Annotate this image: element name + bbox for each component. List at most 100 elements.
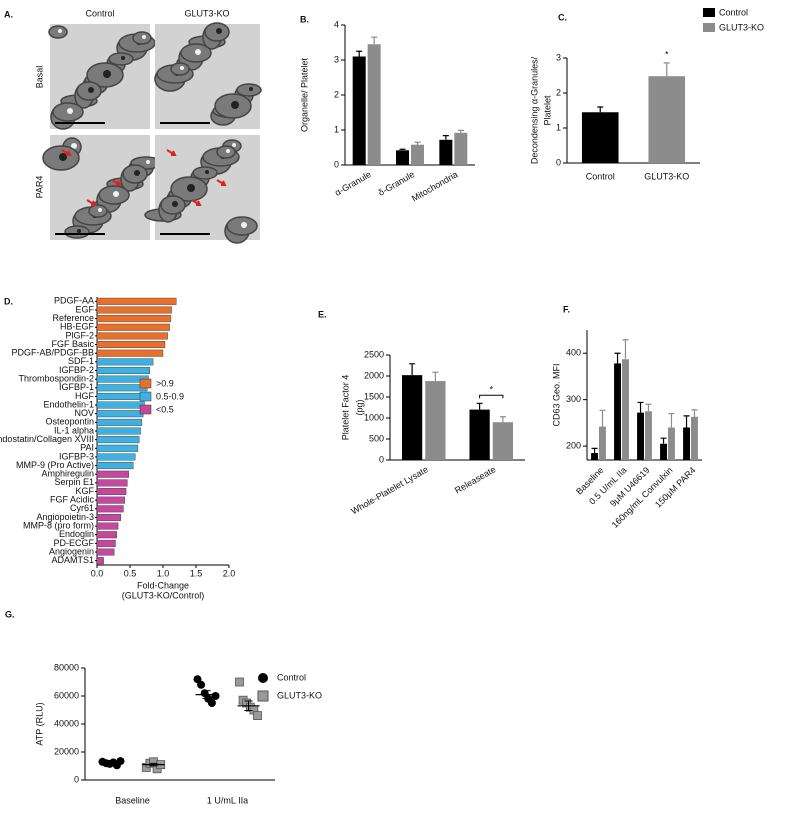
y-tick-label: MMP-9 (Pro Active) [16,460,94,470]
platelet [48,25,68,39]
bar [96,522,119,530]
bar [660,443,667,460]
granule [103,70,111,78]
bar [96,323,170,331]
sem-bar [244,700,253,712]
bar [668,427,675,460]
y-tick-label: HB-EGF [60,322,95,332]
y-tick-label: EGF [75,304,94,314]
bar [410,144,424,165]
error-bar [432,371,439,382]
data-point [211,692,220,700]
red-arrow [86,199,97,206]
column-label: GLUT3-KO [184,8,229,18]
y-tick-label: 400 [566,348,581,358]
x-tick-label: Baseline [115,795,150,805]
error-bar [476,402,483,410]
bar [96,315,172,323]
y-tick-label: 2000 [364,370,384,380]
error-bar [660,437,667,444]
y-tick-label: 2500 [364,349,384,359]
error-bar [637,401,644,413]
y-tick-label: 0 [556,157,561,167]
bar [96,557,104,565]
error-bar [356,50,363,57]
bar [683,427,690,460]
y-tick-label: IGFBP-3 [59,451,94,461]
data-point [116,757,125,766]
x-tick-label: GLUT3-KO [644,171,689,181]
platelet [108,52,134,66]
error-bar [414,141,421,145]
platelet [132,31,152,45]
bar [96,358,154,366]
bar [645,411,652,460]
bar [96,462,134,470]
error-bar [622,339,629,360]
error-bar [499,416,506,423]
red-arrow [166,149,177,156]
y-tick-label: 3 [334,54,339,64]
y-tick-label: 20000 [54,746,79,756]
panel-label: F. [563,304,570,314]
legend-swatch [703,23,715,32]
granule [98,208,102,212]
y-tick-label: 2 [334,89,339,99]
granule [249,87,253,91]
y-tick-label: 0 [74,774,79,784]
granule [134,170,140,176]
y-tick-label: 300 [566,394,581,404]
legend-label: GLUT3-KO [277,690,322,700]
y-tick-label: 80000 [54,662,79,672]
red-arrow [111,179,122,186]
legend-marker [257,690,269,702]
x-tick-label: 2.0 [223,568,236,578]
panel-label: C. [558,12,567,22]
bar [599,426,606,460]
y-tick-label: Reference [52,313,94,323]
granule [231,101,239,109]
bar [96,332,168,340]
bar [96,366,150,374]
granule [88,87,94,93]
y-tick-label: 3 [556,52,561,62]
legend-label: <0.5 [156,404,174,414]
error-bar [371,36,378,45]
bar [96,470,129,478]
granule [113,191,119,197]
y-tick-label: FGF Acidic [50,495,95,505]
y-tick-label: 0 [379,454,384,464]
y-tick-label: PlGF-2 [65,330,94,340]
bar [96,427,141,435]
x-tick-label: α-Granule [333,169,373,198]
error-bar [597,106,604,113]
bar [96,410,144,418]
bar [96,341,166,349]
y-tick-label: FGF Basic [51,339,94,349]
y-tick-label: Cyr61 [70,503,94,513]
bar [469,409,490,460]
legend-label: Control [277,672,306,682]
bar [591,453,598,460]
y-tick-label: Endostatin/Collagen XVIII [0,434,94,444]
platelet [88,204,108,218]
legend-swatch [139,391,152,402]
granule [142,35,146,39]
granule [180,66,184,70]
bar [96,479,128,487]
legend-swatch [139,378,152,389]
bar [96,496,125,504]
sem-bar [202,690,211,700]
significance-bracket [479,394,504,399]
significance-mark: * [489,385,493,395]
legend-label: 0.5-0.9 [156,391,184,401]
y-tick-label: 60000 [54,690,79,700]
panel-label: A. [4,9,13,19]
bar [96,505,124,513]
x-tick-label: 0.5 [124,568,137,578]
bar [96,539,116,547]
y-tick-label: 4 [334,19,339,29]
y-tick-label: IGFBP-2 [59,365,94,375]
bar [691,416,698,460]
